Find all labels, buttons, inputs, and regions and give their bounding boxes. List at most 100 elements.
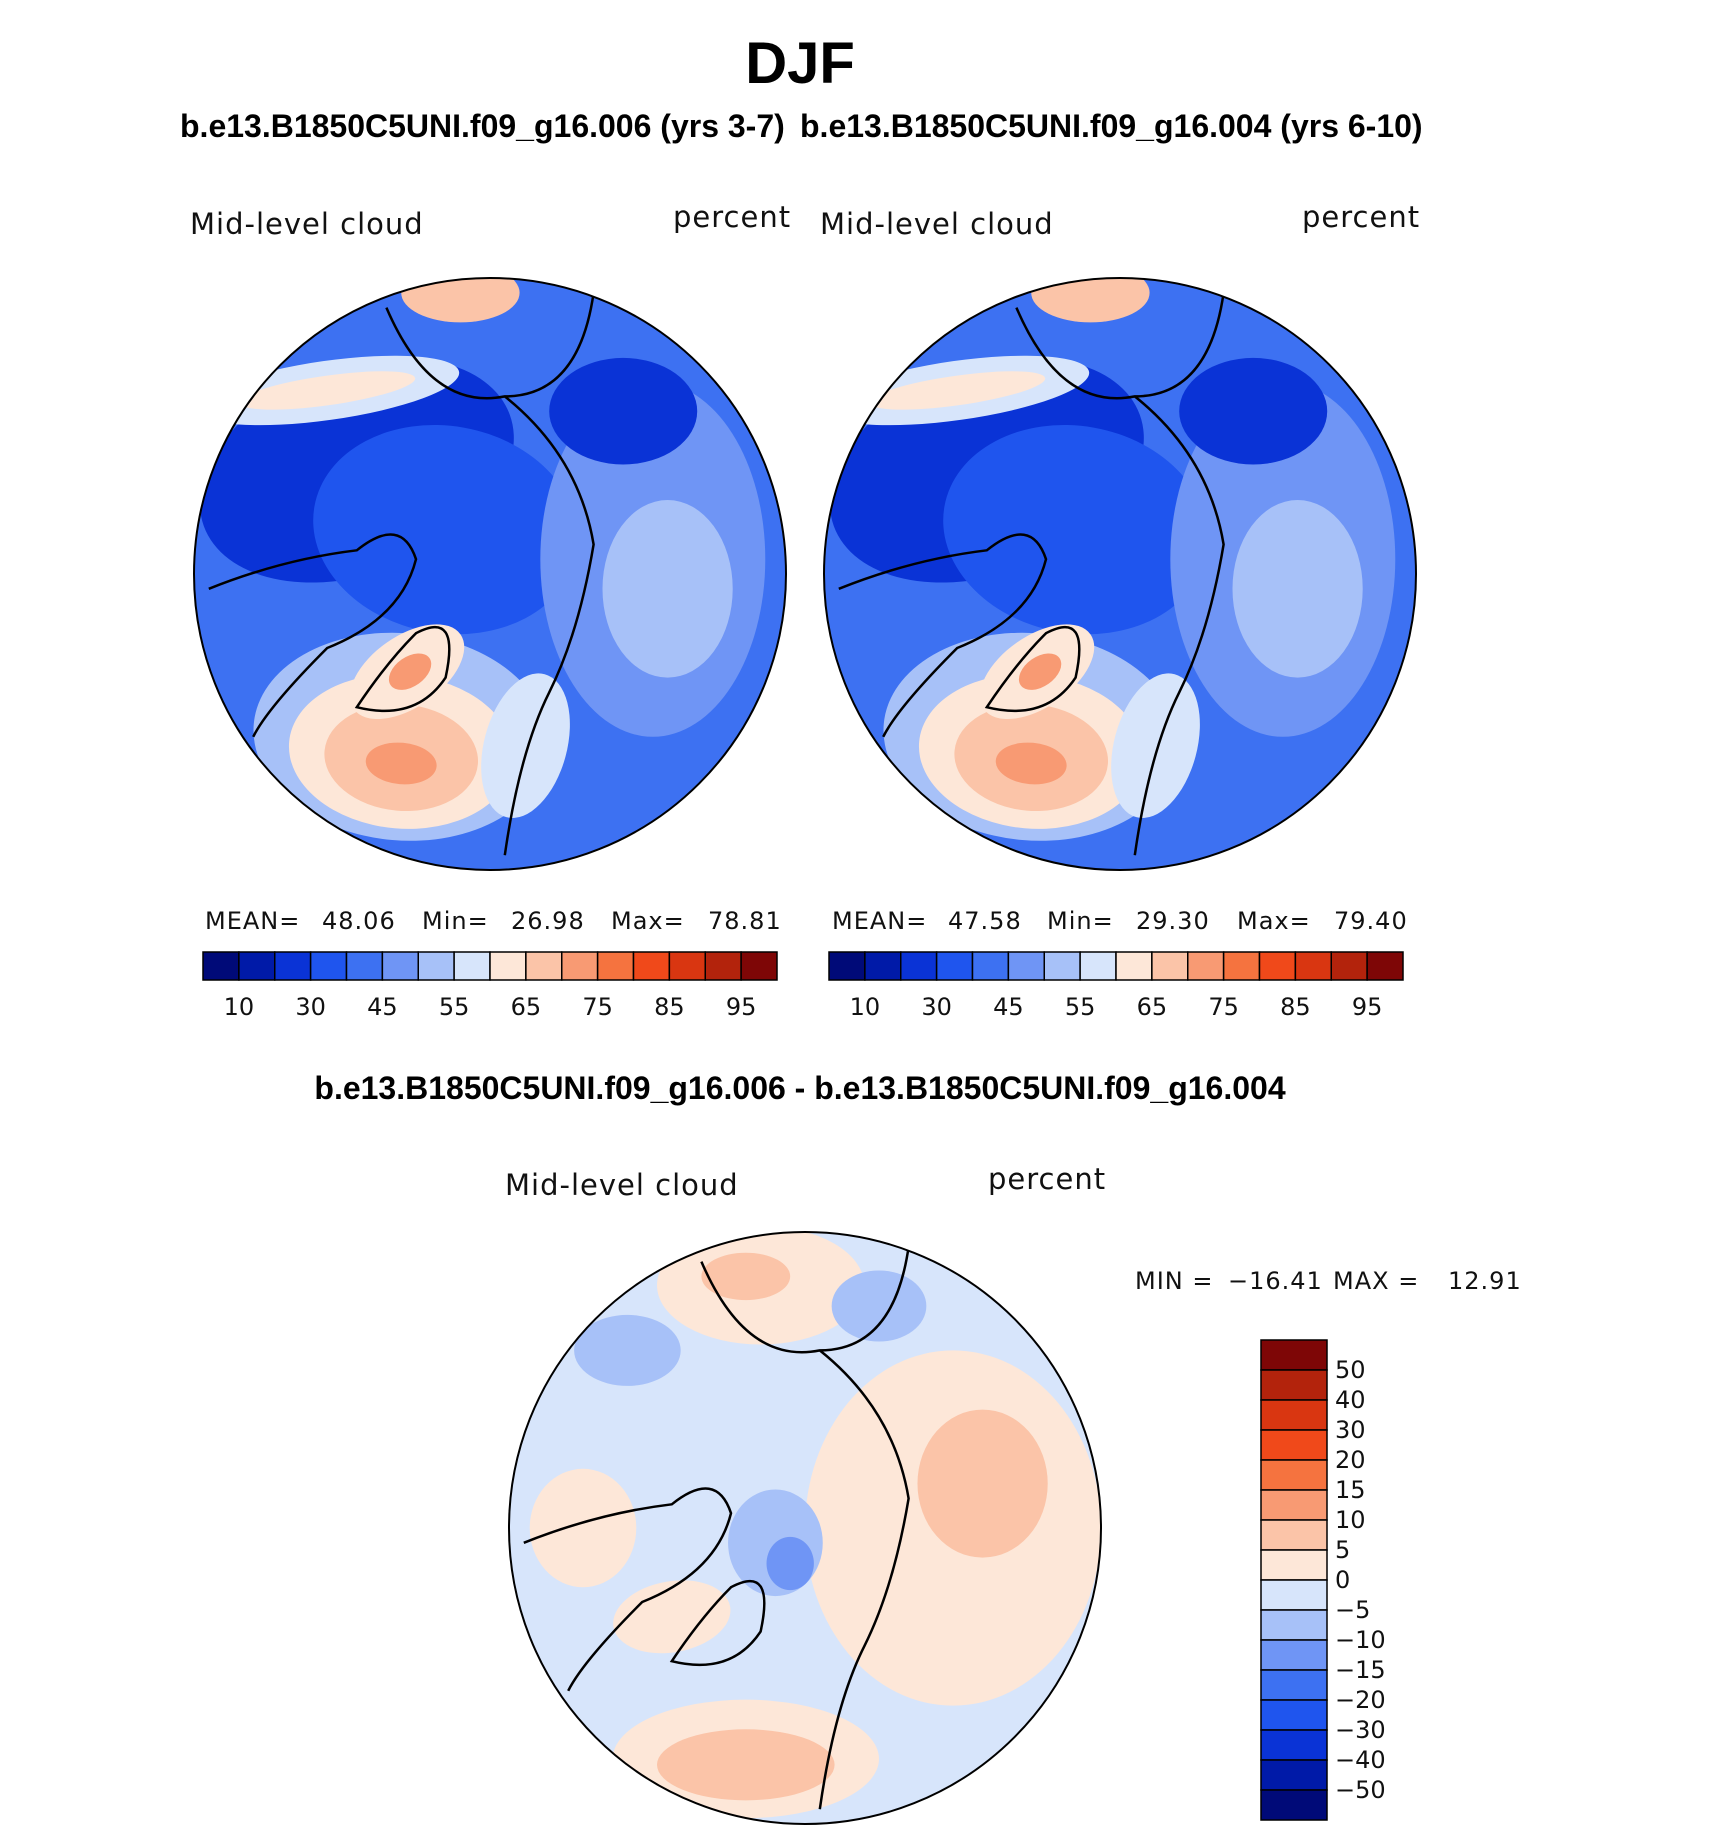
right-colorbar-box (900, 951, 938, 981)
diff-colorbar-tick: 40 (1335, 1386, 1366, 1414)
diff-colorbar-box (1260, 1669, 1328, 1701)
diff-colorbar-tick: −15 (1335, 1656, 1386, 1684)
diff-colorbar-box (1260, 1699, 1328, 1731)
diff-colorbar-box (1260, 1519, 1328, 1551)
field-peak-region (995, 742, 1067, 785)
subtitle-left: b.e13.B1850C5UNI.f09_g16.006 (yrs 3-7) (180, 108, 785, 144)
right-mean-label: MEAN= (832, 907, 928, 935)
diff-colorbar-tick: 5 (1335, 1536, 1351, 1564)
right-colorbar-box (1007, 951, 1045, 981)
coastline-eurasia (1133, 395, 1225, 856)
field-high-region (869, 371, 1046, 410)
diff-colorbar-tick: −20 (1335, 1686, 1386, 1714)
left-colorbar-box (596, 951, 635, 981)
subtitle-right: b.e13.B1850C5UNI.f09_g16.004 (yrs 6-10) (800, 108, 1423, 144)
field-negative-region (766, 1536, 814, 1591)
diff-colorbar-box (1260, 1639, 1328, 1671)
diff-colorbar-box (1260, 1489, 1328, 1521)
coastline-greenland (669, 1580, 766, 1667)
right-colorbar-box (1330, 951, 1368, 981)
diff-min-value: −16.41 (1228, 1267, 1323, 1295)
right-colorbar-tick: 55 (1064, 993, 1096, 1021)
left-colorbar-box (238, 951, 276, 981)
diff-colorbar-tick: 30 (1335, 1416, 1366, 1444)
right-units-label: percent (1302, 200, 1421, 234)
left-colorbar-box (525, 951, 563, 981)
field-peak-region (388, 653, 432, 690)
coastline-greenland (984, 626, 1081, 713)
right-colorbar-box (1115, 951, 1153, 981)
diff-title: b.e13.B1850C5UNI.f09_g16.006 - b.e13.B18… (314, 1070, 1286, 1106)
right-mean-value: 47.58 (948, 907, 1022, 935)
left-colorbar-tick: 45 (367, 993, 398, 1021)
diff-min-label: MIN = (1135, 1267, 1214, 1295)
right-colorbar-box (935, 951, 974, 981)
right-colorbar-tick: 75 (1208, 993, 1239, 1021)
right-colorbar-box (1043, 951, 1081, 981)
field-mid-region (1232, 500, 1363, 678)
right-variable-label: Mid-level cloud (820, 207, 1054, 241)
diff-colorbar-box (1260, 1399, 1328, 1431)
right-colorbar-box (1187, 951, 1225, 981)
right-colorbar-box (1258, 951, 1297, 981)
left-min-value: 26.98 (511, 907, 585, 935)
field-positive-region (917, 1409, 1048, 1558)
right-colorbar-tick: 30 (921, 993, 952, 1021)
left-colorbar-box (417, 951, 455, 981)
field-positive-region (657, 1729, 835, 1801)
right-max-label: Max= (1237, 907, 1311, 935)
diff-colorbar-tick: 15 (1335, 1476, 1366, 1504)
left-units-label: percent (673, 200, 792, 234)
field-low-region (943, 424, 1209, 635)
right-colorbar-box (1222, 951, 1261, 981)
field-mid-region (1111, 673, 1200, 818)
map-field-panel-right (824, 278, 1416, 870)
coastline-north-america (838, 533, 1048, 738)
field-low-region (1179, 357, 1328, 465)
left-variable-label: Mid-level cloud (190, 207, 424, 241)
coastline-east-asia (700, 1246, 910, 1354)
diff-variable-label: Mid-level cloud (505, 1168, 739, 1202)
diff-units-label: percent (988, 1162, 1107, 1196)
diff-colorbar-box (1260, 1549, 1328, 1581)
field-negative-region (831, 1270, 927, 1342)
field-mid-region (481, 673, 570, 818)
field-negative-region (574, 1314, 681, 1386)
diff-colorbar-tick: −10 (1335, 1626, 1386, 1654)
diff-colorbar-box (1260, 1609, 1328, 1641)
coastline-greenland (354, 626, 451, 713)
coastline-eurasia (503, 395, 595, 856)
field-positive-region (529, 1468, 637, 1588)
left-colorbar-box (274, 951, 312, 981)
right-colorbar-box (1079, 951, 1117, 981)
coastline-north-america (523, 1487, 733, 1692)
left-colorbar-tick: 85 (654, 993, 685, 1021)
right-colorbar-box (971, 951, 1010, 981)
left-colorbar-box (668, 951, 706, 981)
field-high-region (239, 371, 416, 410)
diff-max-label: MAX = (1333, 1267, 1420, 1295)
left-colorbar-tick: 10 (223, 993, 255, 1021)
diff-colorbar-box (1260, 1369, 1328, 1401)
main-title: DJF (745, 31, 855, 96)
diff-colorbar-tick: 10 (1335, 1506, 1366, 1534)
field-positive-region (613, 1580, 731, 1654)
left-colorbar-tick: 75 (582, 993, 613, 1021)
field-mid-region (602, 500, 733, 678)
coastline-east-asia (1015, 292, 1225, 400)
diff-colorbar-box (1260, 1339, 1328, 1371)
coastline-north-america (208, 533, 418, 738)
left-colorbar-box (740, 951, 778, 981)
coastline-eurasia (818, 1349, 910, 1810)
right-colorbar-tick: 45 (993, 993, 1024, 1021)
diff-colorbar-box (1260, 1789, 1328, 1821)
coastline-east-asia (385, 292, 595, 400)
left-colorbar-box (202, 951, 240, 981)
map-boundary-panel-diff (508, 1231, 1102, 1825)
right-colorbar-box (1294, 951, 1332, 981)
right-min-value: 29.30 (1136, 907, 1210, 935)
right-max-value: 79.40 (1334, 907, 1408, 935)
field-peak-region (365, 742, 437, 785)
left-max-value: 78.81 (708, 907, 782, 935)
